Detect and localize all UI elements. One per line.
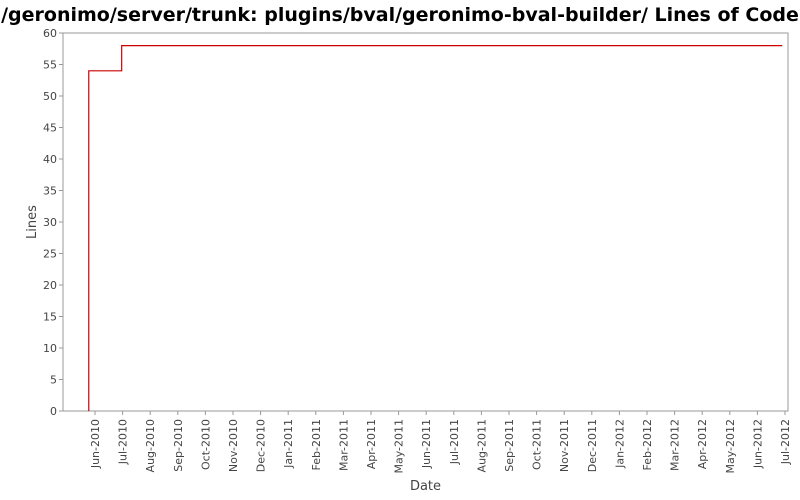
x-tick-label: Mar-2012 [669, 419, 682, 471]
y-tick-label: 60 [43, 27, 57, 40]
y-tick-label: 35 [43, 185, 57, 198]
x-tick-label: Dec-2011 [586, 419, 599, 472]
x-tick-label: Sep-2010 [172, 419, 185, 472]
y-tick-label: 45 [43, 122, 57, 135]
y-tick-label: 25 [43, 248, 57, 261]
y-tick-label: 40 [43, 153, 57, 166]
y-tick-label: 15 [43, 311, 57, 324]
y-axis: 0 5 10 15 20 25 30 35 40 45 50 55 60 [43, 27, 63, 418]
x-tick-label: Oct-2011 [531, 419, 544, 470]
x-tick-label: Jun-2012 [751, 419, 764, 469]
x-tick-label: Jul-2011 [448, 419, 461, 465]
x-tick-label: Mar-2011 [337, 419, 350, 471]
x-tick-label: Dec-2010 [255, 419, 268, 472]
series-layer [88, 45, 783, 411]
x-tick-label: Apr-2012 [696, 419, 709, 469]
x-tick-label: Nov-2010 [227, 419, 240, 472]
plot-area [62, 32, 789, 412]
x-tick-label: Nov-2011 [558, 419, 571, 472]
x-tick-label: Aug-2011 [475, 419, 488, 472]
x-tick-label: Jul-2012 [779, 419, 792, 465]
x-axis-label: Date [410, 479, 441, 494]
x-tick-label: Jan-2012 [613, 419, 626, 469]
x-tick-label: Feb-2011 [310, 419, 323, 470]
chart-title: /geronimo/server/trunk: plugins/bval/ger… [1, 4, 799, 26]
x-tick-label: May-2011 [393, 419, 406, 474]
x-tick-label: Jun-2010 [89, 419, 102, 469]
x-tick-label: Apr-2011 [365, 419, 378, 469]
x-tick-label: Aug-2010 [144, 419, 157, 472]
x-tick-label: Oct-2010 [199, 419, 212, 470]
x-axis: Jun-2010 Jul-2010 Aug-2010 Sep-2010 Oct-2010… [89, 411, 792, 474]
x-tick-label: Jul-2010 [117, 419, 130, 465]
y-tick-label: 50 [43, 90, 57, 103]
y-tick-label: 10 [43, 342, 57, 355]
y-tick-label: 30 [43, 216, 57, 229]
y-tick-label: 20 [43, 279, 57, 292]
x-tick-label: Jan-2011 [282, 419, 295, 469]
y-tick-label: 5 [50, 374, 57, 387]
x-tick-label: May-2012 [724, 419, 737, 474]
x-tick-label: Sep-2011 [503, 419, 516, 472]
y-axis-label: Lines [25, 205, 40, 239]
y-tick-label: 0 [50, 405, 57, 418]
y-tick-label: 55 [43, 59, 57, 72]
x-tick-label: Jun-2011 [420, 419, 433, 469]
series-line [88, 45, 783, 411]
x-tick-label: Feb-2012 [641, 419, 654, 470]
